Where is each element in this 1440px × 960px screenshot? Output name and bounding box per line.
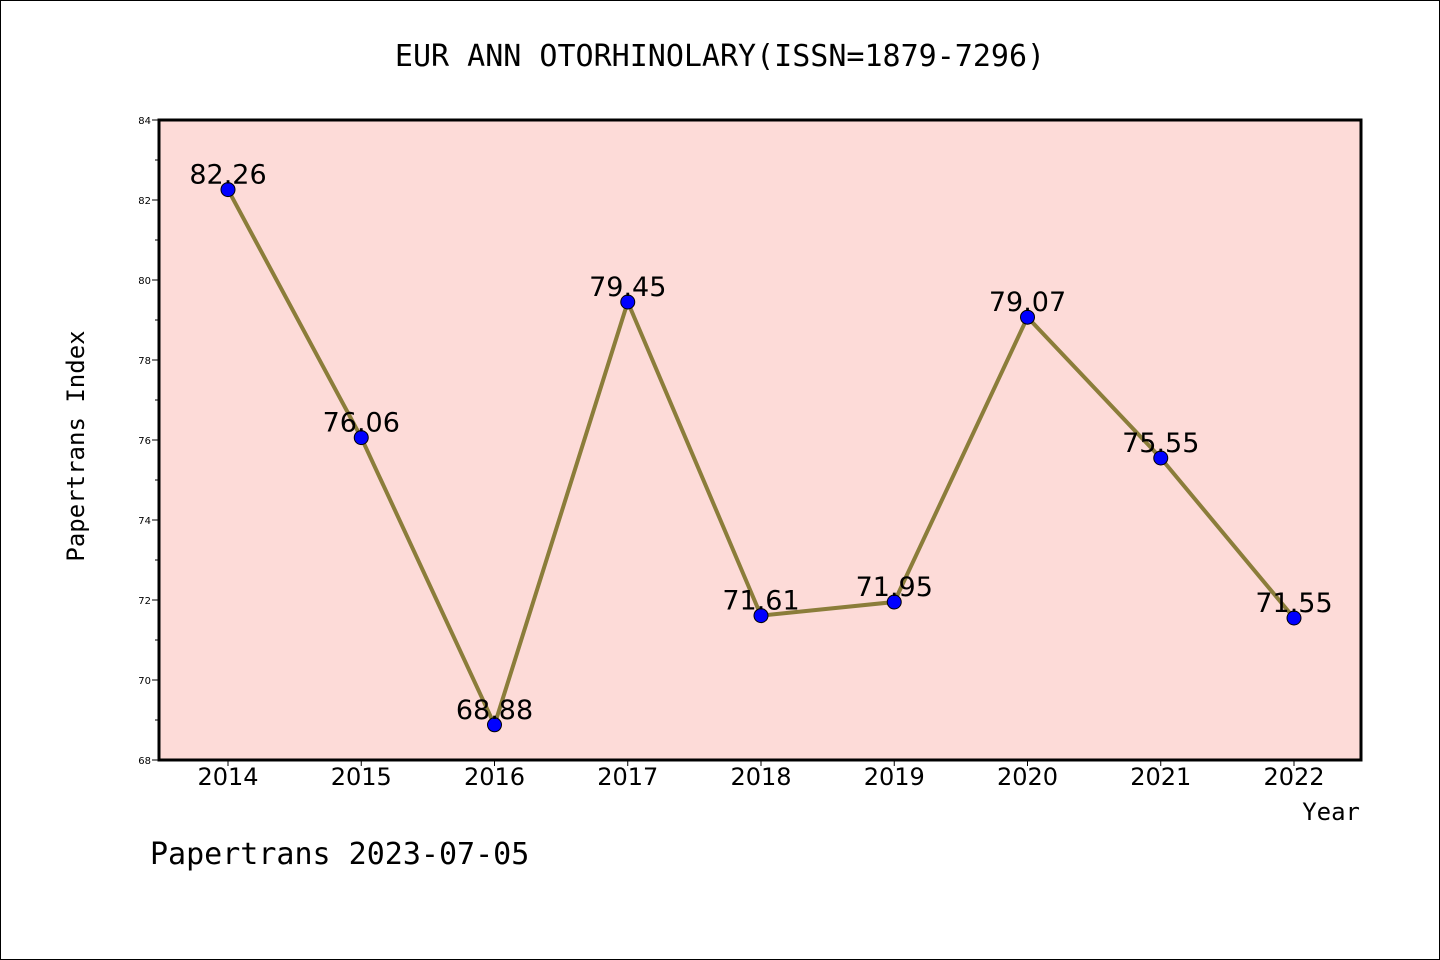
x-tick-label: 2015: [331, 763, 392, 791]
y-tick-label: 68: [138, 756, 151, 767]
data-point: [220, 182, 236, 198]
x-tick-label: 2022: [1263, 763, 1324, 791]
data-label: 75.55: [1122, 428, 1199, 459]
x-tick-label: 2020: [997, 763, 1058, 791]
x-axis-ticks: 2014 2015 2016 2017 2018 2019 2020 2021 2022: [197, 760, 1325, 791]
y-tick-label: 72: [138, 596, 151, 607]
data-point: [1286, 610, 1302, 626]
footer-text: Papertrans 2023-07-05: [150, 837, 529, 872]
x-tick-label: 2018: [730, 763, 791, 791]
data-label: 76.06: [323, 408, 400, 439]
data-point: [620, 294, 636, 310]
data-point: [753, 608, 769, 624]
data-point: [1153, 450, 1169, 466]
data-label: 71.61: [722, 586, 799, 617]
x-tick-label: 2014: [197, 763, 258, 791]
x-tick-label: 2016: [464, 763, 525, 791]
y-tick-label: 82: [138, 196, 151, 207]
y-axis-ticks: 68 70 72 74 76 78 80 82 84: [138, 116, 159, 767]
series-markers: [220, 182, 1302, 733]
y-tick-label: 76: [138, 436, 151, 447]
chart-title: EUR ANN OTORHINOLARY(ISSN=1879-7296): [395, 39, 1045, 74]
y-tick-label: 74: [138, 516, 151, 527]
x-tick-label: 2019: [864, 763, 925, 791]
data-point: [353, 430, 369, 446]
y-tick-label: 78: [138, 356, 151, 367]
y-tick-label: 84: [138, 116, 151, 127]
data-label: 68.88: [456, 695, 533, 726]
data-label: 71.95: [856, 572, 933, 603]
data-point: [1020, 309, 1035, 325]
data-label: 79.07: [989, 287, 1066, 318]
data-point: [487, 717, 502, 733]
data-label: 82.26: [189, 160, 266, 191]
data-label: 71.55: [1255, 588, 1332, 619]
y-axis-label: Papertrans Index: [62, 330, 90, 561]
x-tick-label: 2021: [1130, 763, 1191, 791]
x-tick-label: 2017: [597, 763, 658, 791]
x-axis-label: Year: [1302, 798, 1360, 826]
y-tick-label: 70: [138, 676, 151, 687]
y-tick-label: 80: [138, 276, 151, 287]
data-label: 79.45: [589, 272, 666, 303]
data-labels: 82.26 76.06 68.88 79.45 71.61 71.95 79.07 75.55…: [189, 160, 1332, 726]
data-point: [886, 594, 902, 610]
